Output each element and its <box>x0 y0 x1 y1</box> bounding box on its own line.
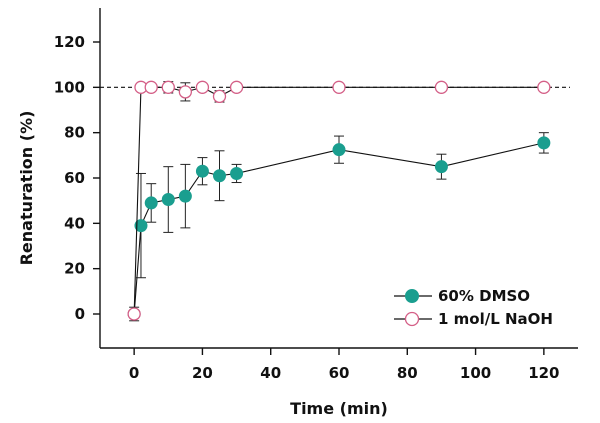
legend-marker-naoh <box>404 311 420 327</box>
x-tick-label: 20 <box>192 364 213 382</box>
x-tick-label: 100 <box>460 364 491 382</box>
data-point-naoh <box>229 80 244 94</box>
data-point-naoh <box>434 80 449 94</box>
plot-area: 0 20 40 60 80 100 120 0 20 40 60 80 100 120 <box>54 8 578 382</box>
data-point-naoh <box>332 80 346 94</box>
data-point-naoh <box>178 85 193 99</box>
y-tick-label: 60 <box>64 169 85 187</box>
data-point-dmso <box>537 136 551 150</box>
data-point-naoh <box>537 80 551 94</box>
legend: 60% DMSO 1 mol/L NaOH <box>394 287 553 328</box>
series-line-naoh <box>133 86 544 315</box>
data-point-naoh <box>144 80 158 94</box>
y-tick-label: 0 <box>75 305 85 323</box>
legend-marker-dmso <box>405 289 419 303</box>
data-point-dmso <box>332 143 346 157</box>
y-tick-label: 80 <box>64 124 85 142</box>
data-point-naoh <box>212 89 227 104</box>
data-point-dmso <box>134 219 148 233</box>
y-tick-label: 100 <box>54 78 85 96</box>
x-axis-title: Time (min) <box>290 399 388 418</box>
x-tick-label: 120 <box>528 364 559 382</box>
data-point-dmso <box>230 166 244 180</box>
data-point-naoh <box>161 80 175 94</box>
data-point-dmso <box>144 196 158 210</box>
x-tick-label: 80 <box>397 364 418 382</box>
data-point-dmso <box>213 169 226 183</box>
data-point-naoh <box>195 80 210 94</box>
y-tick-label: 20 <box>64 260 85 278</box>
legend-label-naoh: 1 mol/L NaOH <box>438 310 553 328</box>
y-tick-label: 120 <box>54 33 85 51</box>
x-tick-label: 0 <box>129 364 139 382</box>
data-point-dmso <box>434 160 448 174</box>
data-point-naoh <box>127 307 141 321</box>
data-point-dmso <box>195 164 209 178</box>
data-point-dmso <box>161 193 175 207</box>
x-tick-label: 40 <box>260 364 281 382</box>
legend-label-dmso: 60% DMSO <box>438 287 530 305</box>
y-axis-title: Renaturation (%) <box>17 111 36 266</box>
x-tick-label: 60 <box>329 364 350 382</box>
y-tick-label: 40 <box>64 214 85 232</box>
data-point-dmso <box>178 189 192 203</box>
